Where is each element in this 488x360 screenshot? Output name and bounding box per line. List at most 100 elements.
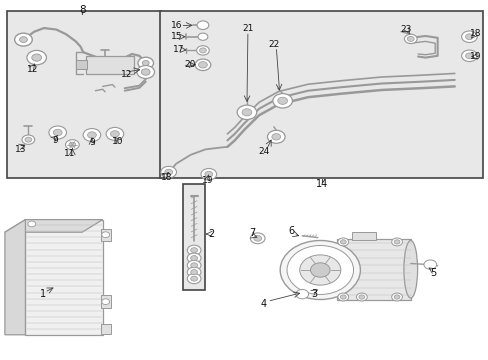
Circle shape	[190, 256, 197, 261]
Circle shape	[272, 94, 292, 108]
Text: 1: 1	[40, 289, 46, 300]
Circle shape	[465, 34, 472, 40]
Circle shape	[65, 140, 79, 150]
Circle shape	[286, 246, 353, 294]
Text: 20: 20	[183, 60, 195, 69]
Text: 6: 6	[288, 226, 294, 236]
Text: 10: 10	[111, 137, 123, 146]
Circle shape	[110, 131, 119, 137]
Circle shape	[337, 238, 348, 246]
Circle shape	[337, 293, 348, 301]
Circle shape	[190, 276, 197, 281]
Circle shape	[195, 59, 210, 71]
Circle shape	[391, 293, 402, 301]
Text: 21: 21	[242, 24, 253, 33]
Text: 3: 3	[311, 289, 317, 299]
Circle shape	[138, 57, 153, 69]
Text: 18: 18	[160, 173, 172, 181]
Circle shape	[250, 233, 264, 244]
Text: 18: 18	[468, 29, 480, 37]
Text: 8: 8	[79, 5, 85, 15]
Circle shape	[27, 50, 46, 65]
Text: 23: 23	[399, 25, 411, 34]
Circle shape	[277, 97, 287, 104]
Bar	[160, 11, 482, 178]
Text: 14: 14	[315, 179, 327, 189]
Circle shape	[310, 263, 329, 277]
Circle shape	[190, 270, 197, 275]
Circle shape	[237, 105, 256, 120]
Circle shape	[280, 240, 360, 300]
Bar	[337, 239, 410, 300]
Circle shape	[340, 295, 346, 299]
Circle shape	[299, 255, 340, 285]
Circle shape	[53, 129, 62, 136]
Bar	[76, 60, 87, 69]
Text: 13: 13	[15, 145, 26, 154]
Text: 7: 7	[248, 228, 254, 238]
Circle shape	[356, 293, 366, 301]
Circle shape	[20, 37, 27, 42]
Circle shape	[242, 109, 251, 116]
Circle shape	[190, 263, 197, 268]
Circle shape	[87, 132, 96, 138]
Text: 11: 11	[64, 149, 76, 158]
Circle shape	[83, 129, 101, 141]
Bar	[85, 56, 134, 74]
Text: 12: 12	[27, 65, 39, 74]
Circle shape	[106, 127, 123, 140]
Circle shape	[190, 248, 197, 253]
Polygon shape	[5, 220, 25, 335]
Circle shape	[267, 130, 285, 143]
Circle shape	[198, 62, 207, 68]
Circle shape	[28, 221, 36, 227]
Circle shape	[391, 238, 402, 246]
Text: 16: 16	[171, 21, 183, 30]
Circle shape	[393, 240, 399, 244]
Text: 9: 9	[52, 136, 58, 145]
Circle shape	[204, 171, 212, 177]
Circle shape	[187, 274, 201, 284]
Circle shape	[196, 46, 209, 55]
Text: 15: 15	[171, 32, 183, 41]
Bar	[7, 11, 161, 178]
Circle shape	[32, 54, 41, 61]
Circle shape	[69, 142, 76, 147]
Text: 2: 2	[208, 229, 214, 239]
Circle shape	[393, 295, 399, 299]
Text: 22: 22	[267, 40, 279, 49]
Bar	[101, 229, 110, 241]
Circle shape	[102, 232, 109, 238]
Circle shape	[142, 60, 149, 66]
Circle shape	[187, 253, 201, 263]
Circle shape	[407, 36, 413, 41]
Circle shape	[187, 245, 201, 255]
Text: 12: 12	[120, 70, 132, 79]
Text: 4: 4	[261, 299, 266, 309]
Text: 24: 24	[258, 147, 269, 156]
Circle shape	[358, 295, 364, 299]
Circle shape	[187, 267, 201, 277]
Circle shape	[22, 135, 35, 144]
Circle shape	[199, 48, 206, 53]
Circle shape	[423, 260, 436, 269]
Circle shape	[198, 33, 207, 40]
Bar	[101, 295, 110, 308]
Bar	[351, 232, 375, 240]
Text: 5: 5	[430, 267, 436, 278]
Circle shape	[461, 50, 476, 62]
Polygon shape	[25, 220, 102, 335]
Bar	[101, 324, 110, 334]
Circle shape	[137, 66, 154, 78]
Text: 19: 19	[202, 176, 213, 185]
Circle shape	[15, 33, 32, 46]
Circle shape	[201, 168, 216, 180]
Circle shape	[141, 69, 150, 75]
Circle shape	[253, 235, 261, 241]
Circle shape	[102, 299, 109, 305]
Circle shape	[271, 134, 280, 140]
Circle shape	[461, 31, 476, 42]
Bar	[183, 184, 205, 290]
Polygon shape	[5, 220, 102, 232]
Circle shape	[340, 240, 346, 244]
